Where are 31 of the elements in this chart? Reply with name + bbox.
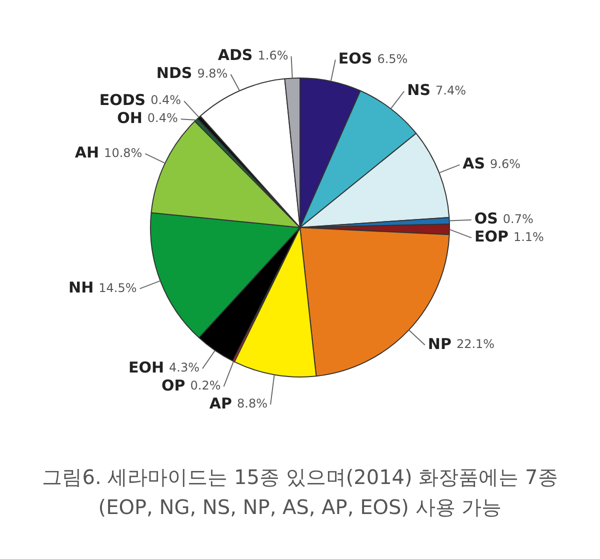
slice-label: AP xyxy=(209,394,232,412)
data-label: 14.5% xyxy=(98,280,137,295)
data-label: 10.8% xyxy=(104,146,142,160)
slice-label: NH xyxy=(68,278,94,297)
data-label: 1.1% xyxy=(513,230,544,244)
data-label: 0.2% xyxy=(190,378,221,393)
data-label: 0.7% xyxy=(502,212,534,226)
data-label: 9.6% xyxy=(490,156,521,171)
data-label: 6.5% xyxy=(377,52,408,66)
data-label: 0.4% xyxy=(150,93,182,108)
slice-label: OP xyxy=(162,376,186,394)
slice-label: EODS xyxy=(99,91,146,109)
slice-label: EOP xyxy=(474,228,508,246)
slice-label: AH xyxy=(74,144,100,162)
slice-label: EOS xyxy=(338,50,372,68)
slice-label: NS xyxy=(407,81,431,100)
slice-label: ADS xyxy=(218,46,253,64)
caption: 그림6. 세라마이드는 15종 있으며(2014) 화장품에는 7종(EOP, NG, NS, NP, AS, AP, EOS) 사용 가능 xyxy=(41,464,559,521)
data-label: 8.8% xyxy=(237,396,268,411)
slice-label: NDS xyxy=(156,64,192,82)
data-label: 9.8% xyxy=(197,66,228,80)
data-label: 22.1% xyxy=(456,337,495,352)
data-label: 4.3% xyxy=(169,360,200,375)
data-label: 0.4% xyxy=(147,111,178,126)
slice-label: EOH xyxy=(128,358,164,376)
slice-label: NP xyxy=(428,334,452,353)
slice-label: AS xyxy=(462,154,486,173)
slice-label: OH xyxy=(117,109,142,127)
data-label: 1.6% xyxy=(258,48,288,62)
data-label: 7.4% xyxy=(436,83,466,98)
slice-label: OS xyxy=(474,210,498,228)
